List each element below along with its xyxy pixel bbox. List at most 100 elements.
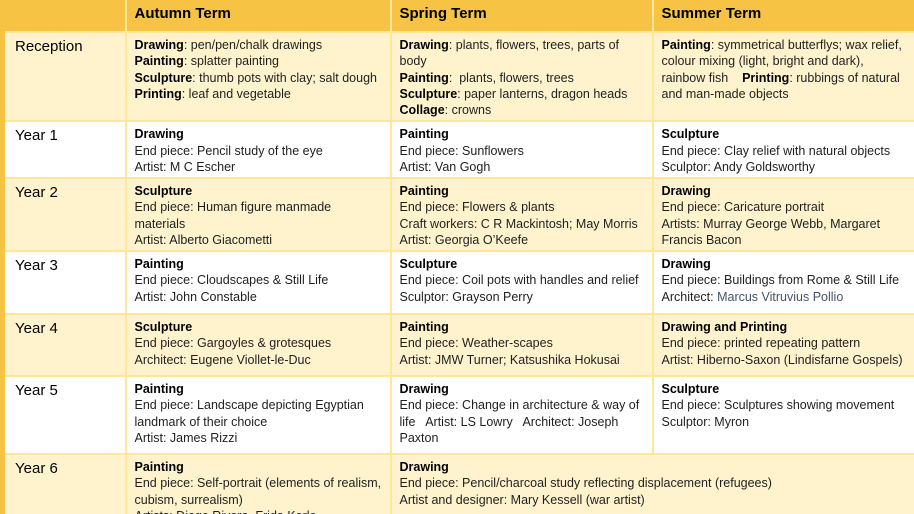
row-label: Year 5 — [1, 375, 127, 455]
text-segment: Artist and designer: Mary Kessell (war a… — [399, 492, 645, 507]
cell-line: Drawing — [400, 381, 644, 397]
text-segment: End piece: Landscape depicting Egyptian … — [134, 398, 368, 429]
cell-line: Drawing — [400, 459, 908, 475]
text-segment: End piece: Pencil study of the eye — [134, 143, 323, 158]
text-segment: Sculpture — [399, 86, 458, 101]
text-segment: Painting — [399, 70, 449, 85]
cell-line: Collage: crowns — [400, 102, 644, 118]
curriculum-cell: Painting End piece: Landscape depicting E… — [124, 375, 392, 455]
curriculum-cell: Drawing End piece: Pencil/charcoal study … — [389, 453, 914, 514]
curriculum-cell: Drawing End piece: Buildings from Rome & … — [651, 250, 914, 315]
curriculum-cell: Sculpture End piece: Clay relief with nat… — [651, 120, 914, 179]
table-row: Year 3 Painting End piece: Cloudscapes & S… — [1, 250, 914, 315]
text-segment: : leaf and vegetable — [181, 86, 291, 101]
cell-line: End piece: Weather-scapes — [400, 335, 644, 351]
cell-line: Sculptor: Andy Goldsworthy — [662, 159, 908, 175]
text-segment: End piece: Human figure manmade material… — [134, 200, 335, 231]
cell-line: Printing: leaf and vegetable — [135, 86, 382, 102]
cell-line: Drawing and Printing — [662, 319, 908, 335]
cell-line: Sculpture: thumb pots with clay; salt do… — [135, 70, 382, 86]
cell-line: Artist: Alberto Giacometti — [135, 232, 382, 248]
text-segment: Sculptor: Andy Goldsworthy — [661, 159, 816, 174]
curriculum-cell: Drawing and Printing End piece: printed r… — [651, 313, 914, 377]
cell-line: End piece: Gargoyles & grotesques — [135, 335, 382, 351]
curriculum-cell: Sculpture End piece: Coil pots with handl… — [389, 250, 654, 315]
header-row: Autumn Term Spring Term Summer Term — [1, 0, 914, 33]
curriculum-cell: Drawing: plants, flowers, trees, parts o… — [389, 30, 654, 123]
cell-line: Sculpture — [662, 126, 908, 142]
cell-line: Drawing: plants, flowers, trees, parts o… — [400, 37, 644, 70]
curriculum-cell: Sculpture End piece: Sculptures showing m… — [651, 375, 914, 455]
cell-line: End piece: Cloudscapes & Still Life — [135, 272, 382, 288]
cell-line: Sculptor: Grayson Perry — [400, 289, 644, 305]
cell-line: Drawing — [662, 256, 908, 272]
text-segment: Artist: Van Gogh — [399, 159, 491, 174]
text-segment: End piece: Sculptures showing movement — [661, 398, 895, 413]
curriculum-cell: Drawing End piece: Change in architecture… — [389, 375, 654, 455]
cell-line: Painting — [135, 381, 382, 397]
cell-line: End piece: Caricature portrait — [662, 199, 908, 215]
cell-line: End piece: Self-portrait (elements of re… — [135, 475, 382, 508]
text-segment: Painting — [399, 320, 449, 334]
curriculum-cell: Drawing: pen/pen/chalk drawings Painting:… — [124, 30, 392, 123]
cell-line: Artist: M C Escher — [135, 159, 382, 175]
cell-line: Sculpture: paper lanterns, dragon heads — [400, 86, 644, 102]
text-segment: End piece: Cloudscapes & Still Life — [134, 273, 329, 288]
text-segment: Painting — [134, 382, 184, 396]
table-row: Year 2 Sculpture End piece: Human figure m… — [1, 177, 914, 252]
text-segment: Drawing — [399, 460, 449, 474]
text-segment: Artists: Diego Rivera, Frida Karlo — [135, 509, 317, 514]
curriculum-cell: Drawing End piece: Caricature portrait Art… — [651, 177, 914, 252]
text-segment: Architect: — [661, 289, 718, 304]
text-segment: Artist: John Constable — [134, 289, 257, 304]
curriculum-cell: Sculpture End piece: Gargoyles & grotesqu… — [124, 313, 392, 377]
cell-line: Drawing: pen/pen/chalk drawings — [135, 37, 382, 53]
cell-line: End piece: Pencil study of the eye — [135, 143, 382, 159]
text-segment: End piece: Buildings from Rome & Still L… — [661, 273, 900, 288]
text-segment: End piece: Coil pots with handles and re… — [399, 273, 639, 288]
cell-line: End piece: Sculptures showing movement — [662, 397, 908, 413]
text-segment: End piece: Self-portrait (elements of re… — [134, 476, 385, 507]
cell-line: Painting: plants, flowers, trees — [400, 70, 644, 86]
table-row: Year 1 Drawing End piece: Pencil study of … — [1, 120, 914, 179]
text-segment: Artist: James Rizzi — [134, 430, 238, 445]
text-segment: : symmetrical butterflys; wax relief, co… — [661, 38, 906, 85]
curriculum-cell: Painting End piece: Sunflowers Artist: Van… — [389, 120, 654, 179]
column-header-autumn-term: Autumn Term — [124, 0, 392, 33]
table-row: Year 5 Painting End piece: Landscape depic… — [1, 375, 914, 455]
row-label: Year 1 — [1, 120, 127, 179]
cell-line: Sculpture — [662, 381, 908, 397]
table-header: Autumn Term Spring Term Summer Term — [1, 0, 914, 33]
text-segment: Printing — [742, 70, 790, 85]
text-segment: Collage — [399, 103, 445, 117]
cell-line: Artist: Hiberno-Saxon (Lindisfarne Gospe… — [662, 352, 908, 368]
text-segment: Painting — [134, 460, 184, 474]
cell-line: End piece: Pencil/charcoal study reflect… — [400, 475, 908, 491]
text-segment: End piece: printed repeating pattern — [661, 336, 861, 351]
text-segment: : pen/pen/chalk drawings — [183, 38, 323, 52]
text-segment: Drawing — [134, 127, 184, 142]
cell-line: Artist: JMW Turner; Katsushika Hokusai — [400, 352, 644, 368]
text-segment: : crowns — [444, 103, 492, 117]
text-segment: End piece: Change in architecture & way … — [399, 398, 643, 445]
cell-line: End piece: Human figure manmade material… — [135, 199, 382, 232]
text-segment: : thumb pots with clay; salt dough — [192, 70, 377, 85]
cell-line: Sculptor: Myron — [662, 414, 908, 430]
text-segment: End piece: Caricature portrait — [661, 200, 825, 215]
cell-line: End piece: Change in architecture & way … — [400, 397, 644, 446]
text-segment: Painting — [661, 38, 711, 52]
curriculum-table-body: Reception Drawing: pen/pen/chalk drawings… — [1, 30, 914, 514]
text-segment: Painting — [399, 127, 449, 142]
cell-line: Artist and designer: Mary Kessell (war a… — [400, 492, 908, 508]
cell-line: Drawing — [662, 183, 908, 199]
text-segment: End piece: Flowers & plants — [399, 200, 555, 215]
text-segment: Drawing — [661, 257, 711, 271]
text-segment: Sculpture — [661, 127, 720, 142]
text-segment: Sculpture — [661, 382, 720, 396]
column-header-summer-term: Summer Term — [651, 0, 914, 33]
table-row: Reception Drawing: pen/pen/chalk drawings… — [1, 30, 914, 123]
cell-line: Architect: Eugene Viollet-le-Duc — [135, 352, 382, 368]
cell-line: Artist: John Constable — [135, 289, 382, 305]
cell-line: Painting — [400, 319, 644, 335]
text-segment: Drawing — [399, 38, 449, 52]
